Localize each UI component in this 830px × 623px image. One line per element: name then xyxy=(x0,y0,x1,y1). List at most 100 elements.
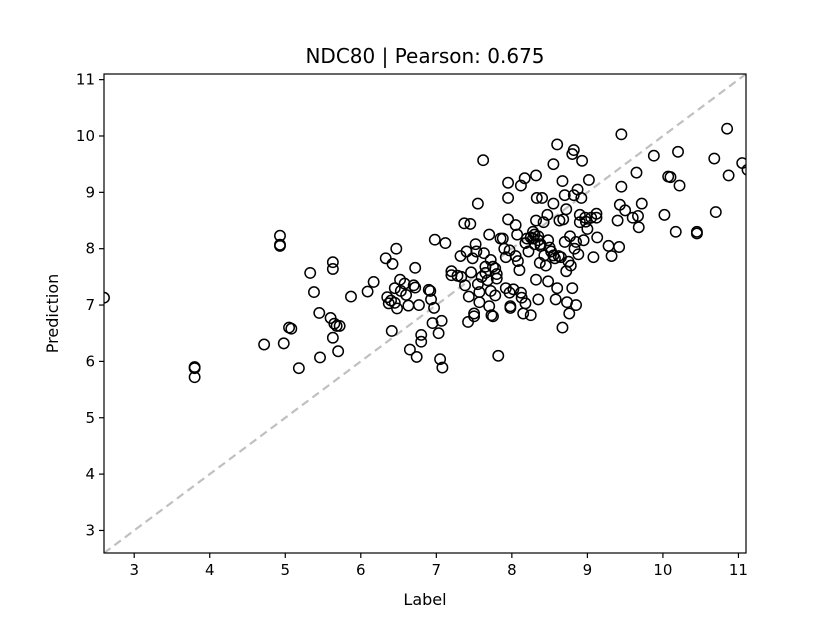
data-point xyxy=(513,264,526,277)
data-point xyxy=(626,211,639,224)
data-point xyxy=(532,293,545,306)
data-point xyxy=(428,233,441,246)
data-point xyxy=(530,169,542,182)
data-point xyxy=(549,293,562,306)
data-point xyxy=(459,279,471,292)
plot-contents xyxy=(104,74,746,553)
data-point xyxy=(556,321,569,334)
x-tick-label: 10 xyxy=(653,561,672,579)
data-point xyxy=(439,237,452,250)
data-point xyxy=(672,145,684,158)
data-point xyxy=(403,343,416,356)
data-point xyxy=(537,216,550,229)
data-point xyxy=(530,214,542,227)
x-tick-label: 6 xyxy=(356,561,366,579)
data-point xyxy=(464,217,477,230)
data-point xyxy=(277,337,290,350)
data-point xyxy=(590,211,603,224)
data-point xyxy=(471,278,484,291)
data-point xyxy=(473,296,486,309)
data-point xyxy=(407,279,420,292)
data-point xyxy=(690,227,703,240)
data-point xyxy=(664,171,677,184)
plot-frame xyxy=(103,73,747,554)
data-point xyxy=(502,213,515,226)
data-point xyxy=(517,307,530,320)
data-point xyxy=(566,282,579,295)
data-point xyxy=(587,251,600,264)
x-tick-label: 4 xyxy=(205,561,215,579)
data-point xyxy=(502,176,515,189)
data-point xyxy=(511,228,524,241)
data-point xyxy=(567,144,580,157)
data-point xyxy=(465,266,478,279)
data-point xyxy=(504,301,517,314)
data-point xyxy=(722,169,735,182)
data-point xyxy=(388,282,401,295)
data-point xyxy=(530,192,543,204)
data-point xyxy=(721,122,734,135)
data-point xyxy=(556,175,569,188)
data-point xyxy=(605,250,618,262)
data-point xyxy=(673,179,686,192)
data-point xyxy=(326,331,339,344)
data-point xyxy=(564,259,577,272)
data-point xyxy=(485,309,498,322)
x-axis-label: Label xyxy=(403,590,446,609)
data-point xyxy=(470,245,483,258)
data-point xyxy=(613,241,626,253)
data-point xyxy=(536,192,549,204)
data-point xyxy=(560,203,573,216)
data-point xyxy=(292,362,305,375)
data-point xyxy=(428,301,441,314)
y-tick-label: 10 xyxy=(76,127,95,145)
data-point xyxy=(477,154,490,167)
data-point xyxy=(332,345,345,358)
y-tick-label: 8 xyxy=(85,240,95,258)
data-point xyxy=(507,283,520,296)
data-point xyxy=(503,286,516,299)
data-point xyxy=(590,207,603,220)
data-point xyxy=(602,239,615,252)
data-point xyxy=(468,310,481,323)
data-point xyxy=(547,197,560,210)
data-point xyxy=(379,252,392,265)
data-point xyxy=(409,261,422,274)
data-point xyxy=(563,307,576,320)
y-tick-label: 11 xyxy=(76,71,95,89)
data-point xyxy=(551,138,564,151)
data-point xyxy=(522,245,535,258)
data-point xyxy=(410,350,423,363)
x-tick-label: 5 xyxy=(280,561,290,579)
data-point xyxy=(581,223,594,235)
data-point xyxy=(487,310,499,323)
data-point xyxy=(308,286,320,299)
data-point xyxy=(415,335,428,348)
data-point xyxy=(547,158,560,171)
data-point xyxy=(539,259,552,272)
data-point xyxy=(530,273,542,286)
data-point xyxy=(436,361,449,374)
data-point xyxy=(576,154,589,167)
data-point xyxy=(708,152,721,165)
data-point xyxy=(591,231,604,244)
data-point xyxy=(502,192,515,204)
data-point xyxy=(381,291,394,304)
data-point xyxy=(386,257,399,270)
data-point xyxy=(466,252,479,265)
data-point xyxy=(630,166,643,179)
data-point xyxy=(413,299,425,311)
data-point xyxy=(415,328,428,341)
data-point xyxy=(385,325,398,337)
identity-reference-line xyxy=(104,74,746,553)
data-point xyxy=(462,290,475,303)
data-point xyxy=(435,314,448,327)
data-point xyxy=(388,296,401,309)
y-tick-label: 6 xyxy=(85,352,95,370)
data-point xyxy=(326,263,339,275)
data-point xyxy=(432,327,445,340)
data-point xyxy=(514,286,527,299)
data-point xyxy=(458,217,471,230)
data-point xyxy=(483,300,496,313)
